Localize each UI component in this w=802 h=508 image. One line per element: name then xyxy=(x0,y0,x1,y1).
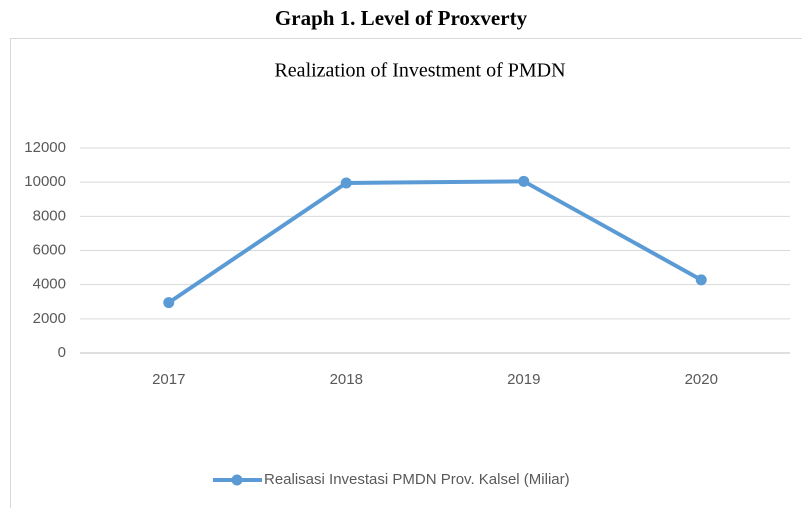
y-tick-label: 6000 xyxy=(33,241,66,258)
data-line xyxy=(167,179,703,305)
y-tick-label: 8000 xyxy=(33,207,66,224)
data-point xyxy=(340,177,352,189)
chart-frame xyxy=(10,38,802,508)
legend-marker xyxy=(231,474,243,486)
y-tick-label: 0 xyxy=(58,344,66,361)
x-tick-label: 2020 xyxy=(685,371,718,388)
y-tick-label: 4000 xyxy=(33,276,66,293)
x-tick-label: 2019 xyxy=(507,371,540,388)
y-tick-label: 10000 xyxy=(24,173,66,190)
caption: Graph 1. Level of Proxverty xyxy=(275,6,528,30)
x-tick-label: 2017 xyxy=(152,371,185,388)
y-tick-label: 12000 xyxy=(24,139,66,156)
data-point xyxy=(518,175,530,187)
y-tick-label: 2000 xyxy=(33,310,66,327)
data-point xyxy=(163,297,175,309)
x-tick-label: 2018 xyxy=(330,371,363,388)
data-point xyxy=(695,274,707,286)
legend-label: Realisasi Investasi PMDN Prov. Kalsel (M… xyxy=(264,471,570,488)
chart-title: Realization of Investment of PMDN xyxy=(274,60,565,82)
